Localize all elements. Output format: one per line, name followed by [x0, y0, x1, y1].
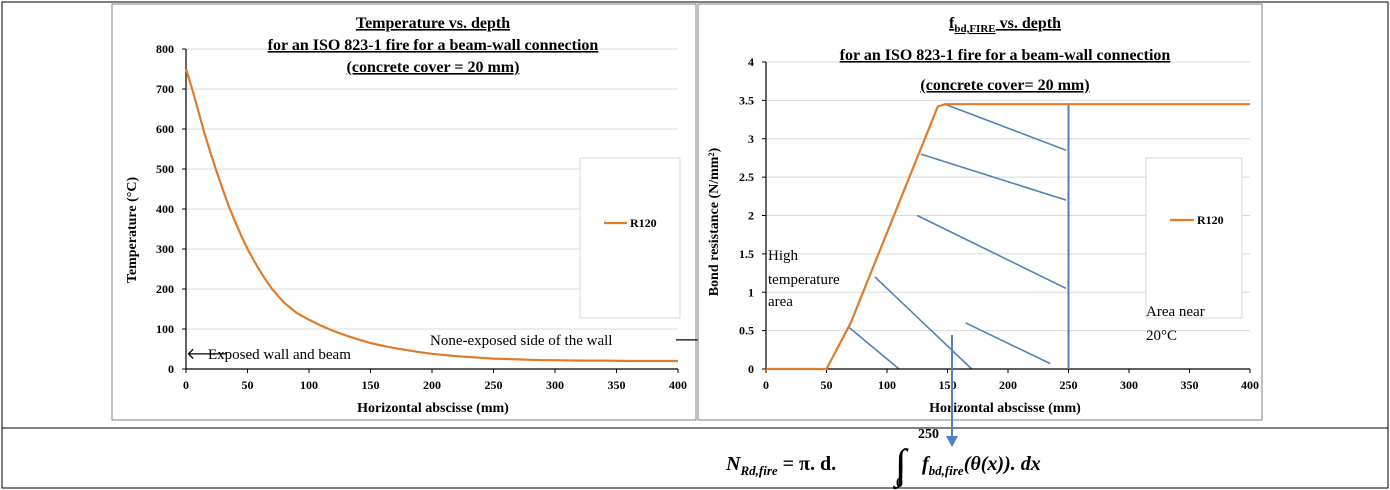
left-y-tick-label: 700	[156, 82, 174, 96]
right-y-tick-label: 4	[748, 55, 754, 69]
left-legend-box	[579, 157, 681, 319]
right-hatch-lines	[847, 103, 1067, 370]
right-y-tick-label: 2.5	[739, 170, 754, 184]
right-y-axis-label: Bond resistance (N/mm²)	[707, 147, 722, 296]
left-y-tick-label: 600	[156, 122, 174, 136]
left-y-tick-label: 100	[156, 322, 174, 336]
left-x-tick-label: 250	[485, 378, 503, 392]
left-chart-panel: 0 100 200 300 400 500 600 700 800 0 50 100 150 200 250…	[111, 3, 717, 421]
right-y-tick-label: 1	[748, 285, 754, 299]
integral-lower-limit: 0	[896, 476, 903, 490]
arrow-down-icon	[946, 436, 958, 447]
right-title-line-1: fbd,FIRE vs. depth	[949, 15, 1061, 35]
right-y-tick-label: 3	[748, 132, 754, 146]
hatch-line	[847, 326, 900, 370]
right-x-tick-label: 200	[999, 378, 1017, 392]
left-x-tick-label: 300	[546, 378, 564, 392]
left-x-tick-label: 0	[183, 378, 189, 392]
left-y-tick-label: 800	[156, 42, 174, 56]
right-y-tick-label: 3.5	[739, 93, 754, 107]
near-20c-annotation-line-1: Area near	[1146, 304, 1205, 320]
near-20c-annotation-line-2: 20°C	[1146, 328, 1177, 344]
left-legend-label: R120	[630, 216, 657, 230]
right-x-tick-label: 50	[821, 378, 833, 392]
left-y-tick-label: 300	[156, 242, 174, 256]
left-x-tick-label: 150	[362, 378, 380, 392]
right-x-tick-label: 250	[1060, 378, 1078, 392]
right-title-line-3: (concrete cover= 20 mm)	[920, 77, 1089, 94]
high-temp-annotation-line-3: area	[768, 294, 793, 310]
left-y-tick-label: 0	[168, 362, 174, 376]
left-x-tick-label: 200	[423, 378, 441, 392]
left-x-tick-label: 350	[608, 378, 626, 392]
hatch-line	[944, 103, 1067, 152]
right-x-tick-label: 300	[1120, 378, 1138, 392]
right-chart-panel: 0 0.5 1 1.5 2 2.5 3 3.5 4 0 50 100 150 200 250 300 350 40…	[697, 3, 1263, 421]
right-x-tick-label: 0	[763, 378, 769, 392]
exposed-side-annotation: Exposed wall and beam	[208, 347, 351, 363]
right-axes	[765, 62, 1250, 370]
equation-lhs: NRd,fire = π. d.	[725, 453, 836, 478]
hatch-line	[965, 322, 1051, 365]
right-x-tick-label: 150	[939, 378, 957, 392]
right-y-tick-label: 1.5	[739, 247, 754, 261]
right-x-tick-label: 100	[878, 378, 896, 392]
right-legend-box	[1145, 157, 1243, 319]
left-x-tick-label: 100	[300, 378, 318, 392]
equation: NRd,fire = π. d. ∫ 250 0 fbd,fire(θ(x)).…	[725, 427, 1041, 490]
left-y-axis-label: Temperature (°C)	[125, 177, 140, 284]
left-y-tick-label: 500	[156, 162, 174, 176]
integral-upper-limit: 250	[918, 427, 939, 442]
right-legend-label: R120	[1197, 213, 1224, 227]
left-title-line-2: for an ISO 823-1 fire for a beam-wall co…	[268, 37, 599, 54]
left-axes	[185, 49, 678, 370]
left-tick-labels: 0 100 200 300 400 500 600 700 800 0 50 100 150 200 250…	[156, 42, 687, 392]
equation-integrand: fbd,fire(θ(x)). dx	[922, 453, 1041, 478]
integral-symbol: ∫	[892, 442, 909, 490]
exposed-arrow-icon: 🡐	[186, 346, 229, 363]
right-x-tick-label: 400	[1241, 378, 1259, 392]
hatch-line	[874, 276, 973, 370]
left-x-tick-label: 400	[669, 378, 687, 392]
left-y-tick-label: 400	[156, 202, 174, 216]
right-title-line-2: for an ISO 823-1 fire for a beam-wall co…	[840, 47, 1171, 64]
right-x-axis-label: Horizontal abscisse (mm)	[929, 401, 1081, 416]
right-y-tick-label: 2	[748, 209, 754, 223]
right-y-tick-label: 0	[748, 362, 754, 376]
high-temp-annotation-line-2: temperature	[768, 272, 840, 288]
left-title-line-3: (concrete cover = 20 mm)	[347, 59, 520, 76]
right-series-line-r120	[766, 103, 1250, 371]
right-tick-labels: 0 0.5 1 1.5 2 2.5 3 3.5 4 0 50 100 150 200 250 300 350 40…	[739, 55, 1259, 392]
right-x-tick-label: 350	[1181, 378, 1199, 392]
right-gridlines	[762, 61, 1251, 373]
high-temp-annotation-line-1: High	[768, 248, 799, 264]
left-x-tick-label: 50	[242, 378, 254, 392]
non-exposed-side-annotation: None-exposed side of the wall	[430, 333, 612, 349]
left-y-tick-label: 200	[156, 282, 174, 296]
hatch-line	[916, 214, 1067, 290]
left-title-line-1: Temperature vs. depth	[356, 15, 510, 32]
right-y-tick-label: 0.5	[739, 324, 754, 338]
left-x-axis-label: Horizontal abscisse (mm)	[357, 401, 509, 416]
left-series-line-r120	[184, 68, 678, 363]
hatch-line	[920, 153, 1067, 201]
